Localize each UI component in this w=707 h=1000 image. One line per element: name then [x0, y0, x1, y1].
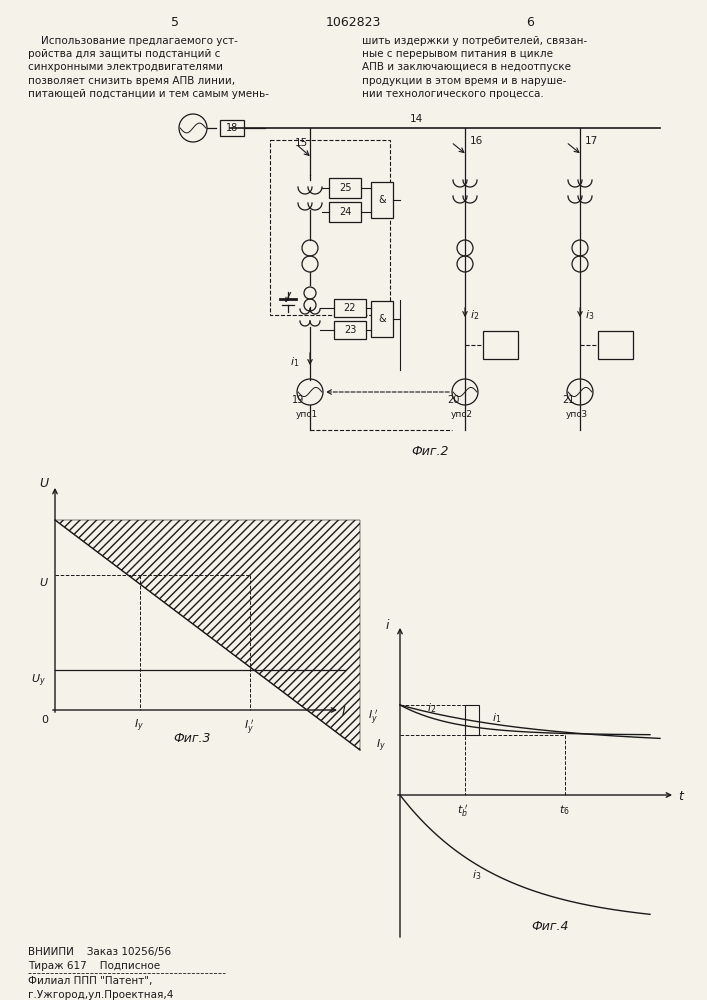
Text: позволяет снизить время АПВ линии,: позволяет снизить время АПВ линии,	[28, 76, 235, 86]
Text: U: U	[39, 477, 48, 490]
Text: Фиг.2: Фиг.2	[411, 445, 449, 458]
Text: нии технологического процесса.: нии технологического процесса.	[362, 89, 544, 99]
Text: $i_3$: $i_3$	[585, 308, 595, 322]
Text: Филиал ППП "Патент",: Филиал ППП "Патент",	[28, 976, 153, 986]
Bar	[270, 140, 390, 315]
Text: 1062823: 1062823	[325, 16, 380, 29]
Bar	[334, 321, 366, 339]
Text: 19: 19	[292, 395, 304, 405]
Text: Фиг.4: Фиг.4	[531, 920, 568, 933]
Bar	[334, 299, 366, 317]
Text: 24: 24	[339, 207, 351, 217]
Text: U: U	[39, 578, 47, 588]
Bar	[482, 331, 518, 359]
Bar	[329, 202, 361, 222]
Text: продукции в этом время и в наруше-: продукции в этом время и в наруше-	[362, 76, 566, 86]
Bar	[597, 331, 633, 359]
Text: t: t	[678, 790, 683, 803]
Text: Использование предлагаемого уст-: Использование предлагаемого уст-	[28, 36, 238, 46]
Text: $i_2$: $i_2$	[426, 701, 436, 715]
Text: 6: 6	[526, 16, 534, 29]
Text: $I_y^{\ \prime}$: $I_y^{\ \prime}$	[368, 708, 379, 727]
Text: упс3: упс3	[566, 410, 588, 419]
Text: $i_1$: $i_1$	[492, 711, 501, 725]
Bar	[465, 705, 479, 735]
Text: $U_y$: $U_y$	[31, 673, 46, 689]
Bar	[371, 182, 393, 218]
Text: ройства для защиты подстанций с: ройства для защиты подстанций с	[28, 49, 221, 59]
Text: $I_y$: $I_y$	[376, 738, 386, 754]
Text: 14: 14	[410, 114, 423, 124]
Bar	[220, 120, 244, 136]
Text: ВНИИПИ    Заказ 10256/56: ВНИИПИ Заказ 10256/56	[28, 947, 171, 957]
Text: 22: 22	[344, 303, 356, 313]
Text: 21: 21	[562, 395, 574, 405]
Text: I: I	[342, 705, 346, 718]
Text: $i_2$: $i_2$	[470, 308, 479, 322]
Text: $t_b^{\ \prime}$: $t_b^{\ \prime}$	[457, 803, 469, 819]
Text: шить издержки у потребителей, связан-: шить издержки у потребителей, связан-	[362, 36, 588, 46]
Text: г.Ужгород,ул.Проектная,4: г.Ужгород,ул.Проектная,4	[28, 990, 173, 1000]
Text: &: &	[378, 314, 386, 324]
Text: Фиг.3: Фиг.3	[173, 732, 211, 745]
Text: питающей подстанции и тем самым умень-: питающей подстанции и тем самым умень-	[28, 89, 269, 99]
Text: 25: 25	[339, 183, 351, 193]
Text: синхронными электродвигателями: синхронными электродвигателями	[28, 62, 223, 72]
Text: $i_1$: $i_1$	[290, 355, 299, 369]
Text: упс2: упс2	[451, 410, 473, 419]
Text: 15: 15	[295, 138, 308, 148]
Text: Тираж 617    Подписное: Тираж 617 Подписное	[28, 961, 160, 971]
Text: 18: 18	[226, 123, 238, 133]
Text: &: &	[378, 195, 386, 205]
Text: $t_6$: $t_6$	[559, 803, 570, 817]
Bar	[329, 178, 361, 198]
Text: 17: 17	[585, 136, 598, 146]
Text: АПВ и заключающиеся в недоотпуске: АПВ и заключающиеся в недоотпуске	[362, 62, 571, 72]
Bar	[371, 301, 393, 337]
Text: упс1: упс1	[296, 410, 318, 419]
Text: ные с перерывом питания в цикле: ные с перерывом питания в цикле	[362, 49, 553, 59]
Text: 16: 16	[470, 136, 484, 146]
Text: $I_y$: $I_y$	[134, 718, 144, 734]
Text: 20: 20	[447, 395, 460, 405]
Text: $I_y^{\ \prime}$: $I_y^{\ \prime}$	[244, 718, 255, 737]
Text: 23: 23	[344, 325, 356, 335]
Text: $i_3$: $i_3$	[472, 868, 481, 882]
Text: 0: 0	[41, 715, 48, 725]
Text: 5: 5	[171, 16, 179, 29]
Text: i: i	[386, 619, 390, 632]
